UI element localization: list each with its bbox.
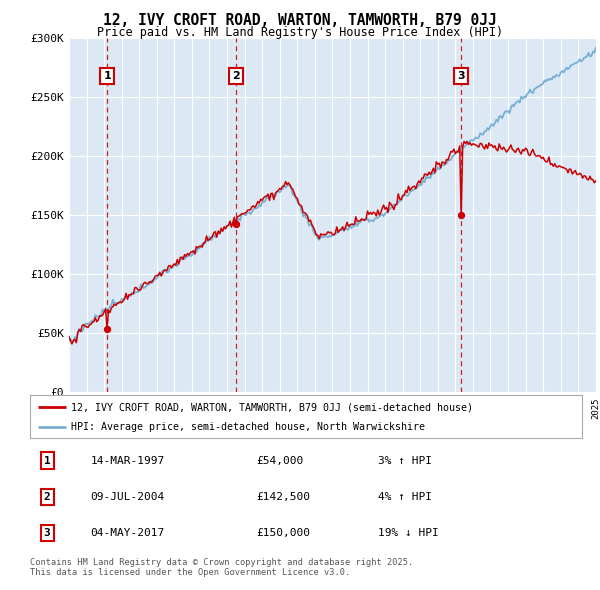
Text: 19% ↓ HPI: 19% ↓ HPI [378,528,439,538]
Text: 1: 1 [44,455,50,466]
Text: 04-MAY-2017: 04-MAY-2017 [91,528,165,538]
Text: Contains HM Land Registry data © Crown copyright and database right 2025.
This d: Contains HM Land Registry data © Crown c… [30,558,413,577]
Point [232,219,241,229]
Text: £142,500: £142,500 [256,492,310,502]
Text: 14-MAR-1997: 14-MAR-1997 [91,455,165,466]
Text: HPI: Average price, semi-detached house, North Warwickshire: HPI: Average price, semi-detached house,… [71,422,425,432]
Text: 09-JUL-2004: 09-JUL-2004 [91,492,165,502]
Point [457,211,466,220]
Text: 3% ↑ HPI: 3% ↑ HPI [378,455,432,466]
Text: 4% ↑ HPI: 4% ↑ HPI [378,492,432,502]
Text: 12, IVY CROFT ROAD, WARTON, TAMWORTH, B79 0JJ: 12, IVY CROFT ROAD, WARTON, TAMWORTH, B7… [103,13,497,28]
Text: Price paid vs. HM Land Registry's House Price Index (HPI): Price paid vs. HM Land Registry's House … [97,26,503,39]
Text: 3: 3 [457,71,465,81]
Text: 1: 1 [104,71,112,81]
Point [103,324,112,333]
Text: 3: 3 [44,528,50,538]
Text: 2: 2 [232,71,240,81]
Text: £150,000: £150,000 [256,528,310,538]
Text: £54,000: £54,000 [256,455,304,466]
Text: 12, IVY CROFT ROAD, WARTON, TAMWORTH, B79 0JJ (semi-detached house): 12, IVY CROFT ROAD, WARTON, TAMWORTH, B7… [71,402,473,412]
Text: 2: 2 [44,492,50,502]
